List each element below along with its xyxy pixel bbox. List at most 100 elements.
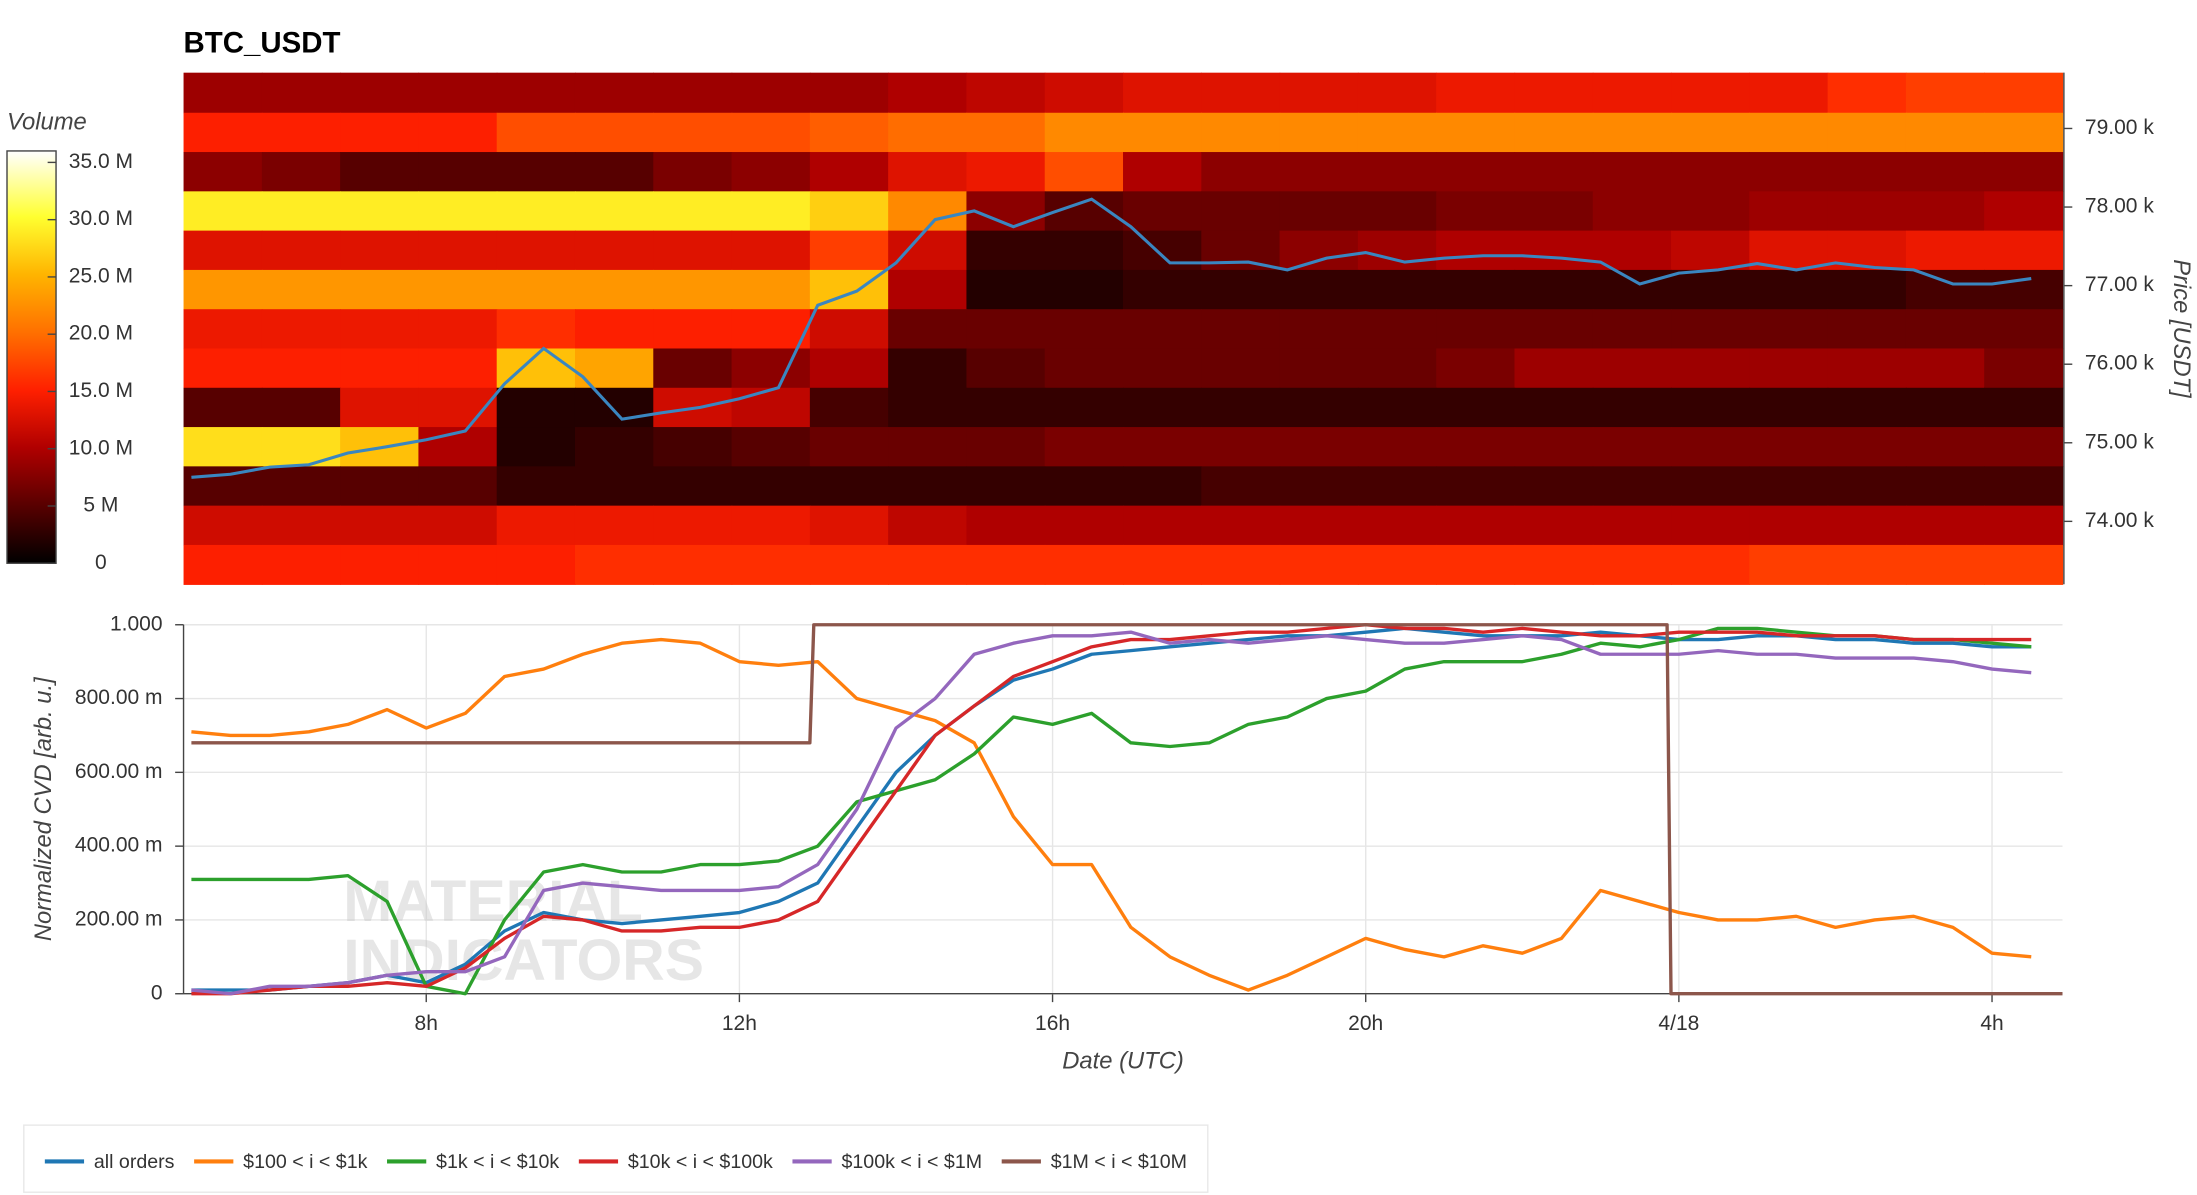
heatmap-cell	[1905, 505, 1985, 546]
y-tick-label: 1.000	[110, 612, 163, 635]
heatmap-cell	[1749, 387, 1829, 428]
heatmap-cell	[1123, 544, 1203, 585]
heatmap-cell	[1044, 466, 1124, 507]
heatmap-cell	[1279, 191, 1359, 232]
heatmap-cell	[574, 191, 654, 232]
heatmap-cell	[1827, 269, 1907, 310]
heatmap-cell	[1044, 427, 1124, 468]
heatmap-cell	[966, 112, 1046, 153]
heatmap-cell	[1357, 112, 1437, 153]
heatmap-cell	[1514, 112, 1594, 153]
heatmap-cell	[731, 348, 811, 389]
heatmap-cell	[1279, 387, 1359, 428]
heatmap-cell	[809, 112, 889, 153]
heatmap-cell	[496, 427, 576, 468]
heatmap-cell	[731, 112, 811, 153]
heatmap-cell	[1749, 427, 1829, 468]
heatmap-cell	[1436, 427, 1516, 468]
heatmap-cell	[340, 505, 420, 546]
heatmap-cell	[1827, 505, 1907, 546]
heatmap-cell	[1044, 269, 1124, 310]
heatmap-cell	[1827, 544, 1907, 585]
heatmap-cell	[809, 505, 889, 546]
heatmap-cell	[1984, 466, 2064, 507]
heatmap-cell	[731, 309, 811, 350]
heatmap-cell	[966, 427, 1046, 468]
heatmap-cell	[1201, 72, 1281, 114]
heatmap-cell	[888, 387, 968, 428]
heatmap-cell	[183, 309, 263, 350]
heatmap-cell	[888, 230, 968, 271]
heatmap-cell	[418, 466, 498, 507]
heatmap-cell	[340, 112, 420, 153]
heatmap-cell	[261, 544, 341, 585]
heatmap-cell	[418, 505, 498, 546]
heatmap-cell	[183, 72, 263, 114]
heatmap-cell	[183, 466, 263, 507]
heatmap-cell	[1592, 427, 1672, 468]
heatmap-cell	[1671, 112, 1751, 153]
heatmap-cell	[1905, 72, 1985, 114]
heatmap-cell	[1436, 348, 1516, 389]
heatmap-cell	[1357, 505, 1437, 546]
heatmap-cell	[1436, 269, 1516, 310]
heatmap-cell	[1436, 466, 1516, 507]
heatmap-cell	[1279, 309, 1359, 350]
legend-label: $10k < i < $100k	[628, 1151, 773, 1173]
heatmap-cell	[1749, 269, 1829, 310]
heatmap-cell	[1671, 427, 1751, 468]
heatmap-cell	[888, 269, 968, 310]
heatmap-cell	[340, 152, 420, 193]
heatmap-cell	[574, 387, 654, 428]
legend-label: $100 < i < $1k	[243, 1151, 367, 1173]
heatmap-cell	[809, 191, 889, 232]
chart-title: BTC_USDT	[184, 27, 341, 60]
heatmap-cell	[1514, 544, 1594, 585]
heatmap-cell	[1671, 309, 1751, 350]
y-axis-title: Price [USDT]	[2168, 259, 2195, 399]
heatmap-cell	[418, 152, 498, 193]
heatmap-cell	[1749, 348, 1829, 389]
heatmap-cell	[340, 466, 420, 507]
heatmap-cell	[574, 230, 654, 271]
heatmap-cell	[1671, 387, 1751, 428]
heatmap-cell	[261, 269, 341, 310]
x-tick-label: 8h	[415, 1012, 438, 1035]
heatmap-cell	[1671, 505, 1751, 546]
heatmap-cell	[731, 427, 811, 468]
heatmap-cell	[731, 505, 811, 546]
y-tick-label: 76.00 k	[2085, 352, 2154, 375]
heatmap-cell	[1514, 191, 1594, 232]
heatmap-cell	[1671, 152, 1751, 193]
cvd-line	[191, 626, 2032, 992]
heatmap-cell	[1592, 348, 1672, 389]
heatmap-cell	[1905, 387, 1985, 428]
colorbar-tick-label: 25.0 M	[69, 264, 133, 287]
heatmap-cell	[1123, 72, 1203, 114]
heatmap-cell	[1749, 505, 1829, 546]
heatmap-cell	[1984, 427, 2064, 468]
colorbar-tick-label: 15.0 M	[69, 379, 133, 402]
heatmap-cell	[1592, 112, 1672, 153]
heatmap-cell	[418, 112, 498, 153]
heatmap-cell	[1044, 387, 1124, 428]
heatmap-cell	[1279, 152, 1359, 193]
heatmap-cell	[1279, 269, 1359, 310]
heatmap-cell	[574, 269, 654, 310]
heatmap-cell	[731, 269, 811, 310]
heatmap-cell	[1123, 505, 1203, 546]
heatmap-cell	[1436, 387, 1516, 428]
heatmap-cell	[966, 72, 1046, 114]
heatmap-cell	[653, 112, 733, 153]
heatmap-cell	[888, 309, 968, 350]
colorbar-tick-label: 35.0 M	[69, 150, 133, 173]
y-tick-label: 600.00 m	[75, 760, 163, 783]
heatmap-cell	[1984, 544, 2064, 585]
heatmap-cell	[1436, 544, 1516, 585]
heatmap-cell	[809, 427, 889, 468]
heatmap-cell	[1984, 387, 2064, 428]
heatmap-cell	[496, 112, 576, 153]
heatmap-cell	[1201, 348, 1281, 389]
heatmap-cell	[1592, 544, 1672, 585]
heatmap-cell	[1279, 112, 1359, 153]
